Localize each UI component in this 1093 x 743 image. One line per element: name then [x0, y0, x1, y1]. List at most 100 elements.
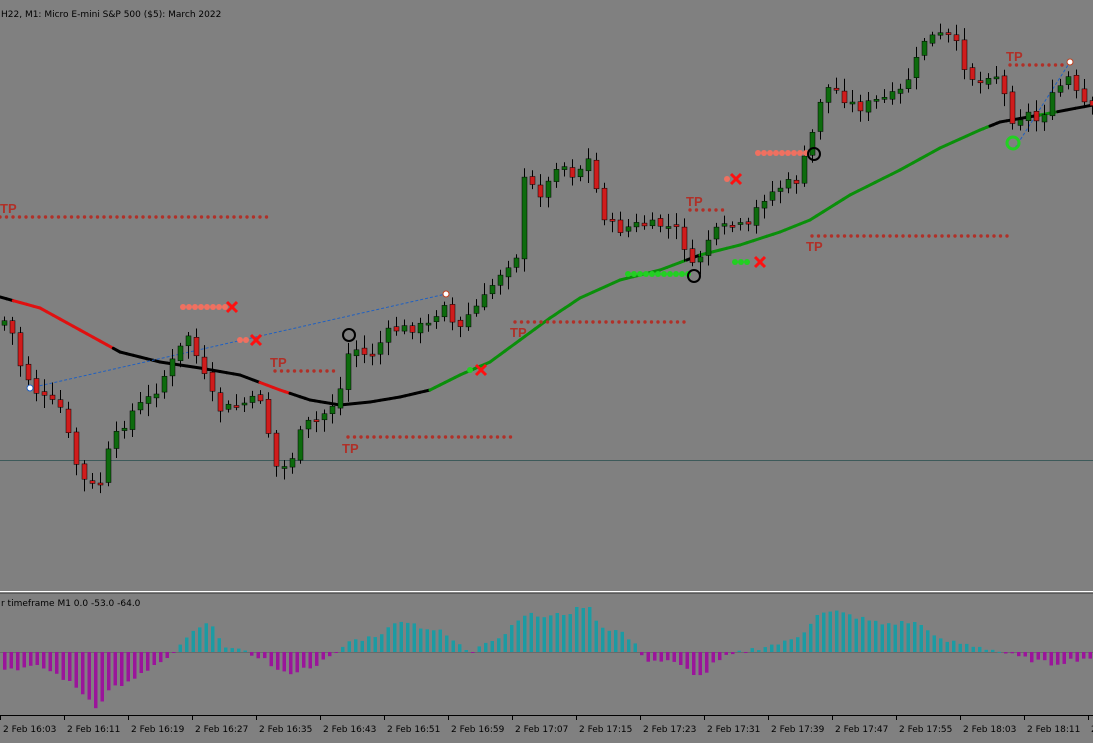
hist-bar-negative [328, 652, 332, 657]
bull-candle [585, 158, 592, 172]
hist-bar-positive [822, 612, 826, 652]
tp-dot [482, 435, 487, 439]
bear-candle [537, 184, 544, 198]
tp-dot [959, 234, 964, 238]
hist-bar-negative [705, 652, 709, 673]
bear-candle [529, 176, 536, 185]
hist-bar-positive [945, 641, 949, 652]
hist-bar-positive [432, 630, 436, 652]
stop-cross [225, 300, 239, 314]
tp-dot [682, 320, 686, 324]
bull-candle [761, 201, 768, 209]
tp-dot [823, 234, 827, 238]
hist-bar-positive [633, 643, 637, 652]
time-tick-label: 2 Feb 16:27 [195, 725, 248, 735]
hist-bar-negative [3, 652, 7, 670]
tp-dot [1060, 63, 1064, 67]
bull-candle [1041, 114, 1048, 123]
tp-dot [532, 320, 537, 324]
hist-bar-negative [308, 652, 312, 669]
tp-dot [82, 215, 87, 219]
tp-dot [927, 234, 931, 238]
bull-candle [817, 101, 824, 132]
hist-bar-negative [1069, 652, 1073, 659]
tp-dot [513, 320, 517, 324]
tp-dot [115, 215, 119, 219]
hist-bar-negative [146, 652, 150, 671]
hist-bar-negative [29, 652, 33, 666]
tp-dot [597, 320, 602, 324]
tp-dot [1034, 63, 1038, 67]
tp-dot [63, 215, 67, 219]
hist-bar-negative [302, 652, 306, 668]
bull-candle [137, 402, 144, 411]
hist-bar-negative [120, 652, 124, 686]
hist-bar-positive [906, 623, 910, 652]
tp-dot [312, 369, 316, 373]
tp-dot [437, 435, 441, 439]
bear-candle [953, 34, 960, 41]
entry-dot [738, 259, 744, 265]
tp-dot [476, 435, 480, 439]
bull-candle [177, 345, 184, 361]
tp-dot [829, 234, 834, 238]
hist-bar-positive [191, 630, 195, 652]
tp-dot [623, 320, 628, 324]
bull-candle [1049, 92, 1056, 117]
tp-dot [1021, 63, 1025, 67]
tp-dot [102, 215, 106, 219]
hist-bar-negative [133, 652, 137, 679]
tp-dot [279, 369, 284, 373]
hist-bar-positive [893, 624, 897, 652]
tp-dot [842, 234, 847, 238]
hist-bar-positive [796, 637, 800, 652]
hist-bar-positive [406, 622, 410, 652]
tp-dot [443, 435, 448, 439]
tp-dot [966, 234, 970, 238]
bull-candle [769, 191, 776, 201]
hist-bar-negative [22, 652, 26, 668]
hist-bar-negative [159, 652, 163, 663]
hist-bar-negative [1010, 652, 1014, 654]
hist-bar-negative [1043, 652, 1047, 661]
tp-dot [656, 320, 660, 324]
bear-candle [1001, 75, 1008, 95]
entry-dot [643, 271, 649, 277]
bull-candle [705, 239, 712, 256]
take-profit-markers: TP TP TP TP TP TP TP [0, 49, 1064, 456]
tp-dot [539, 320, 543, 324]
hist-bar-positive [835, 610, 839, 652]
bull-candle [305, 419, 312, 430]
tp-dot [193, 215, 197, 219]
hist-bar-negative [48, 652, 52, 672]
hist-bar-negative [1056, 652, 1060, 665]
hist-bar-positive [568, 614, 572, 652]
bull-candle [353, 349, 360, 357]
tp-dot [299, 369, 303, 373]
hist-bar-negative [81, 652, 85, 695]
bull-candle [553, 169, 560, 182]
trendline [29, 61, 1071, 389]
trendline-anchor [1066, 58, 1074, 66]
hist-bar-positive [809, 623, 813, 652]
tp-label: TP [510, 325, 527, 340]
tp-dot [643, 320, 647, 324]
entry-dot [210, 304, 216, 310]
hist-bar-negative [126, 652, 130, 682]
tp-dot [933, 234, 938, 238]
hist-bar-negative [698, 652, 702, 676]
hist-bar-positive [451, 640, 455, 652]
bull-candle [697, 256, 704, 263]
tp-dot [688, 208, 692, 212]
dashed-trendline [1014, 61, 1071, 149]
bull-candle [377, 342, 384, 355]
bull-candle [329, 405, 336, 414]
time-tick-label: 2 Feb 18:03 [963, 725, 1016, 735]
entry-dot [467, 367, 473, 373]
bull-candle [129, 410, 136, 430]
ma-segment [1073, 105, 1086, 110]
tp-dot [992, 234, 996, 238]
tp-dot [108, 215, 113, 219]
hist-bar-positive [438, 629, 442, 652]
